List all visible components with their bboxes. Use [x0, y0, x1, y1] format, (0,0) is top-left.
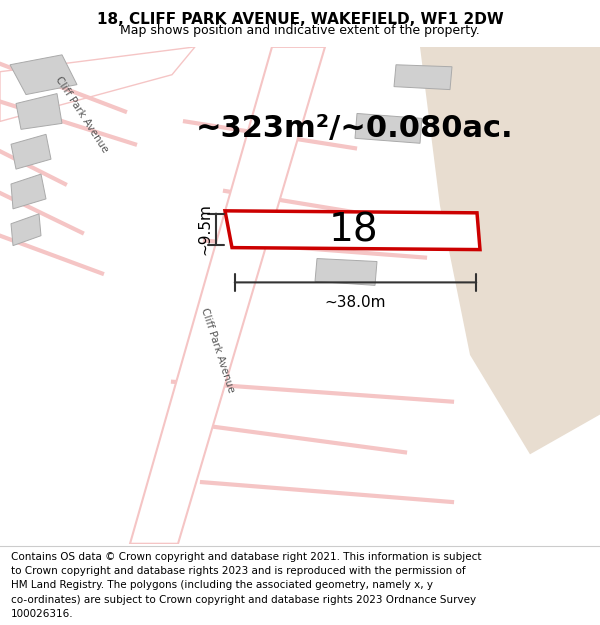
- Text: ~9.5m: ~9.5m: [197, 203, 212, 255]
- Polygon shape: [0, 47, 195, 121]
- Polygon shape: [315, 259, 377, 286]
- Text: 18, CLIFF PARK AVENUE, WAKEFIELD, WF1 2DW: 18, CLIFF PARK AVENUE, WAKEFIELD, WF1 2D…: [97, 12, 503, 27]
- Text: HM Land Registry. The polygons (including the associated geometry, namely x, y: HM Land Registry. The polygons (includin…: [11, 580, 433, 590]
- Text: Map shows position and indicative extent of the property.: Map shows position and indicative extent…: [120, 24, 480, 36]
- Polygon shape: [16, 94, 62, 129]
- Polygon shape: [130, 47, 325, 544]
- Text: Contains OS data © Crown copyright and database right 2021. This information is : Contains OS data © Crown copyright and d…: [11, 552, 481, 562]
- Polygon shape: [394, 65, 452, 89]
- Polygon shape: [11, 174, 46, 209]
- Text: co-ordinates) are subject to Crown copyright and database rights 2023 Ordnance S: co-ordinates) are subject to Crown copyr…: [11, 594, 476, 604]
- Polygon shape: [11, 214, 41, 246]
- Polygon shape: [11, 134, 51, 169]
- Polygon shape: [225, 211, 480, 249]
- Text: ~323m²/~0.080ac.: ~323m²/~0.080ac.: [196, 114, 514, 143]
- Polygon shape: [420, 47, 600, 454]
- Text: to Crown copyright and database rights 2023 and is reproduced with the permissio: to Crown copyright and database rights 2…: [11, 566, 466, 576]
- Text: 100026316.: 100026316.: [11, 609, 73, 619]
- Text: Cliff Park Avenue: Cliff Park Avenue: [53, 74, 110, 154]
- Polygon shape: [310, 214, 372, 239]
- Text: Cliff Park Avenue: Cliff Park Avenue: [200, 306, 236, 394]
- Text: ~38.0m: ~38.0m: [325, 295, 386, 310]
- Polygon shape: [10, 55, 77, 94]
- Polygon shape: [355, 114, 422, 143]
- Text: 18: 18: [329, 211, 379, 249]
